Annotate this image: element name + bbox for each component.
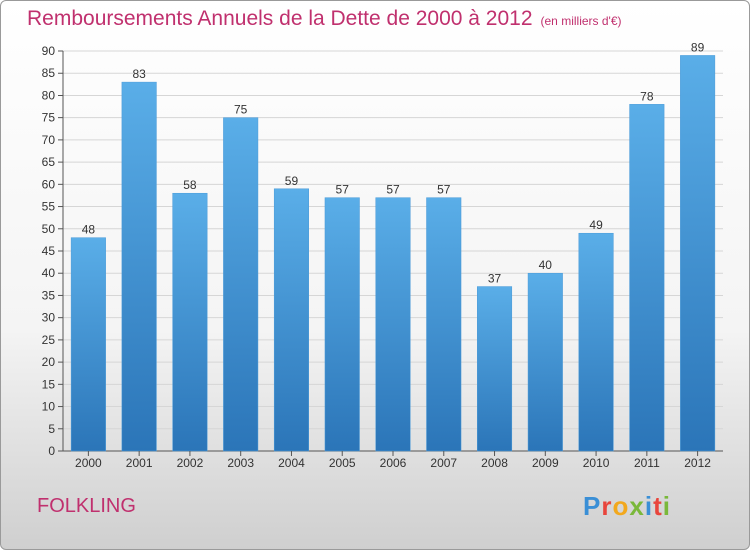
logo-letter: P: [583, 491, 602, 521]
x-tick-label: 2004: [278, 456, 305, 470]
bar-value-label: 57: [437, 183, 451, 197]
bar: [121, 81, 157, 452]
bar-value-label: 75: [234, 103, 248, 117]
chart-unit-note: (en milliers d'€): [540, 14, 622, 28]
y-tick-label: 10: [42, 400, 56, 414]
bar-value-label: 78: [640, 89, 654, 103]
proxiti-logo: Proxiti: [583, 491, 671, 522]
logo-letter: i: [662, 491, 671, 521]
bar: [680, 55, 716, 452]
bar-value-label: 57: [336, 183, 350, 197]
bar-value-label: 49: [589, 218, 603, 232]
y-tick-label: 80: [42, 88, 56, 102]
bar: [426, 197, 462, 452]
bar-value-label: 83: [132, 67, 146, 81]
x-tick-label: 2000: [75, 456, 102, 470]
y-tick-label: 90: [42, 44, 56, 58]
x-tick-label: 2003: [227, 456, 254, 470]
bar: [578, 232, 614, 452]
chart-title: Remboursements Annuels de la Dette de 20…: [27, 7, 622, 31]
bar: [223, 117, 259, 452]
logo-letter: t: [653, 491, 663, 521]
bar-value-label: 37: [488, 272, 502, 286]
bar: [527, 272, 563, 452]
x-tick-label: 2008: [481, 456, 508, 470]
bar-value-label: 40: [539, 258, 553, 272]
y-tick-label: 45: [42, 244, 56, 258]
y-tick-label: 35: [42, 288, 56, 302]
bar: [324, 197, 360, 452]
bar: [375, 197, 411, 452]
y-tick-label: 75: [42, 111, 56, 125]
bar: [172, 192, 208, 452]
chart-title-text: Remboursements Annuels de la Dette de 20…: [27, 7, 533, 30]
y-tick-label: 0: [48, 444, 55, 458]
y-tick-label: 50: [42, 222, 56, 236]
bar: [70, 237, 106, 452]
x-tick-label: 2006: [380, 456, 407, 470]
bar-value-label: 59: [285, 174, 299, 188]
x-tick-label: 2012: [684, 456, 711, 470]
bar: [629, 104, 665, 452]
y-tick-label: 20: [42, 355, 56, 369]
y-tick-label: 30: [42, 311, 56, 325]
x-tick-label: 2002: [177, 456, 204, 470]
y-tick-label: 70: [42, 133, 56, 147]
y-tick-label: 5: [48, 422, 55, 436]
y-tick-label: 25: [42, 333, 56, 347]
logo-letter: o: [612, 491, 630, 521]
bar-value-label: 89: [691, 40, 705, 54]
x-tick-label: 2005: [329, 456, 356, 470]
x-tick-label: 2011: [634, 456, 660, 470]
x-tick-label: 2009: [532, 456, 559, 470]
y-tick-label: 65: [42, 155, 56, 169]
y-tick-label: 55: [42, 200, 56, 214]
bar-value-label: 58: [183, 178, 197, 192]
commune-name: FOLKLING: [37, 495, 136, 517]
bar: [477, 286, 513, 452]
y-tick-label: 85: [42, 66, 56, 80]
x-tick-label: 2010: [583, 456, 610, 470]
bar-value-label: 48: [82, 223, 96, 237]
logo-letter: x: [629, 491, 645, 521]
y-tick-label: 40: [42, 266, 56, 280]
logo-letter: r: [601, 491, 613, 521]
bar: [273, 188, 309, 452]
x-tick-label: 2001: [126, 456, 153, 470]
y-tick-label: 60: [42, 177, 56, 191]
logo-letter: i: [644, 491, 654, 521]
bar-value-label: 57: [386, 183, 400, 197]
y-tick-label: 15: [42, 377, 56, 391]
x-tick-label: 2007: [430, 456, 457, 470]
